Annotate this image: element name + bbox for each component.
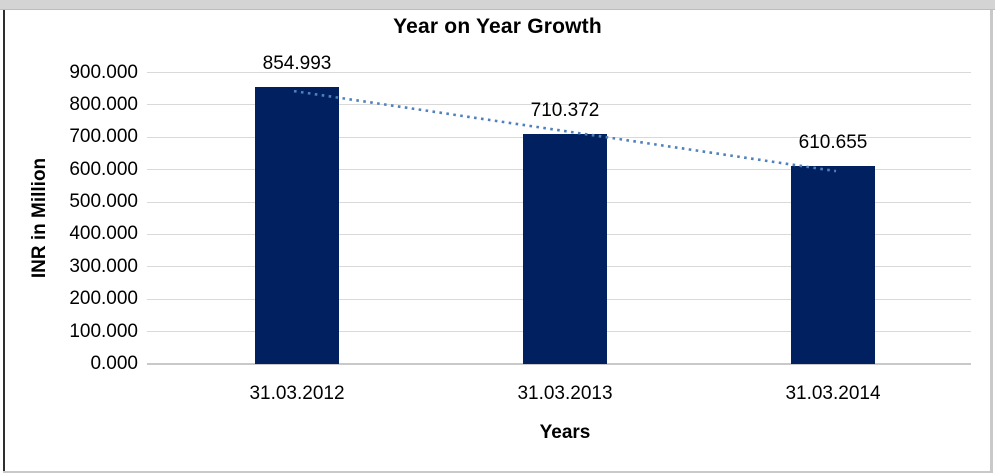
frame-left-border: [3, 10, 5, 471]
y-axis-tick-label: 400.000: [69, 223, 138, 245]
y-axis-tick-label: 500.000: [69, 191, 138, 213]
y-axis-tick-label: 700.000: [69, 126, 138, 148]
data-label: 854.993: [262, 53, 332, 75]
gridline: [147, 72, 971, 73]
x-axis-tick-label: 31.03.2013: [517, 383, 613, 404]
bar-31.03.2013: [523, 133, 607, 364]
y-axis-tick-label: 300.000: [69, 255, 138, 277]
frame-bottom-border: [3, 471, 993, 473]
y-axis-tick-label: 600.000: [69, 158, 138, 180]
chart-title: Year on Year Growth: [393, 15, 602, 38]
x-axis-tick-label: 31.03.2012: [249, 383, 345, 404]
y-axis-tick-label: 100.000: [69, 320, 138, 342]
data-label: 710.372: [530, 99, 600, 121]
bar-31.03.2012: [255, 87, 339, 364]
frame-right-border: [990, 10, 993, 471]
y-axis-tick-label: 800.000: [69, 93, 138, 115]
y-axis-tick-label: 0.000: [90, 353, 138, 374]
x-axis-title: Years: [539, 422, 591, 443]
x-axis-line: [147, 363, 971, 365]
data-label: 610.655: [798, 132, 868, 154]
y-axis-tick-label: 200.000: [69, 288, 138, 310]
x-axis-tick-label: 31.03.2014: [785, 383, 881, 404]
y-axis-tick-label: 900.000: [69, 61, 138, 83]
bar-31.03.2014: [791, 166, 875, 364]
frame-top-border: [0, 0, 995, 10]
